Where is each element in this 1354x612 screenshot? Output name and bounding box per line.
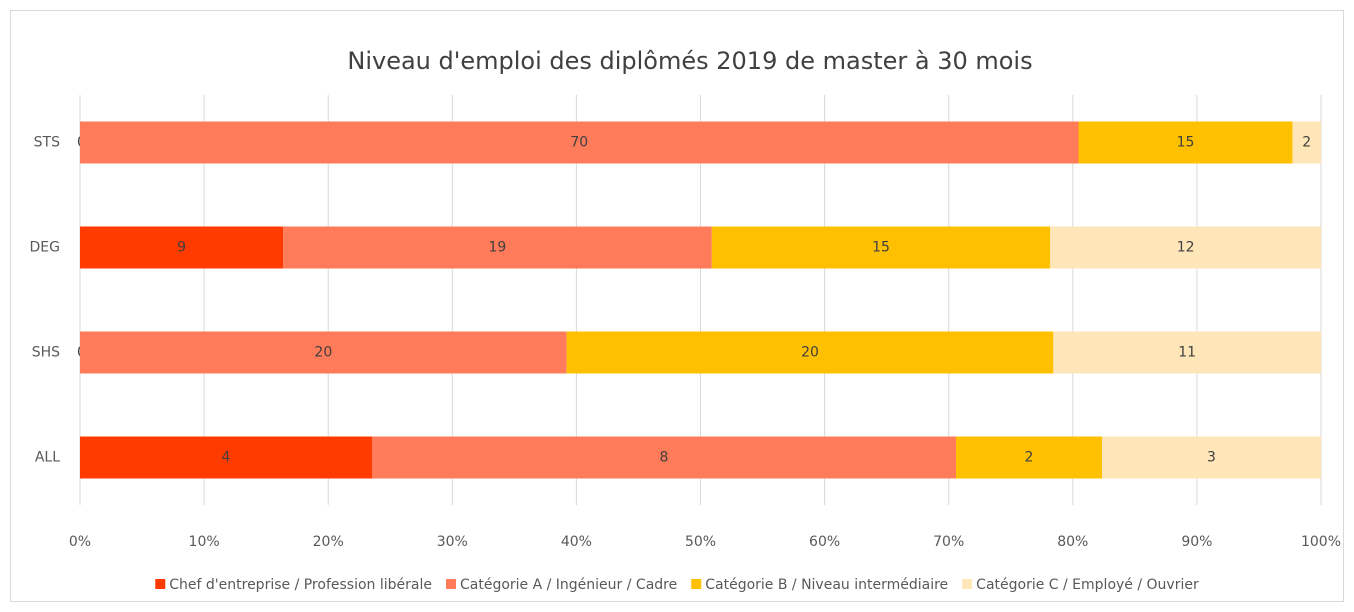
x-tick-label: 0% <box>69 534 91 550</box>
data-label: 12 <box>1177 240 1195 256</box>
legend-swatch <box>155 579 166 589</box>
bar-segment <box>283 226 712 269</box>
bar-segment <box>80 436 372 479</box>
bar-segment <box>1050 226 1321 269</box>
y-tick-label: STS <box>34 135 60 151</box>
chart-title: Niveau d'emploi des diplômés 2019 de mas… <box>347 47 1032 75</box>
data-label: 19 <box>489 240 507 256</box>
x-tick-label: 60% <box>809 534 840 550</box>
data-label: 20 <box>314 345 332 361</box>
y-tick-label: ALL <box>35 450 60 466</box>
data-label: 20 <box>801 345 819 361</box>
legend-label: Catégorie C / Employé / Ouvrier <box>976 577 1199 593</box>
bar-segment <box>1292 121 1321 164</box>
x-tick-label: 80% <box>1057 534 1088 550</box>
data-label: 15 <box>872 240 890 256</box>
x-tick-label: 100% <box>1301 534 1341 550</box>
bar-segment <box>1078 121 1293 164</box>
bar-segment <box>1102 436 1321 479</box>
data-label: 70 <box>570 135 588 151</box>
data-label: 2 <box>1025 450 1034 466</box>
bar-segment <box>372 436 956 479</box>
chart-border <box>10 10 1344 602</box>
legend-swatch <box>691 579 702 589</box>
bar-segment <box>80 121 1079 164</box>
legend-label: Catégorie B / Niveau intermédiaire <box>705 577 948 593</box>
x-tick-label: 20% <box>313 534 344 550</box>
data-label: 11 <box>1178 345 1196 361</box>
bar-segment <box>956 436 1102 479</box>
x-tick-label: 90% <box>1181 534 1212 550</box>
x-tick-label: 70% <box>933 534 964 550</box>
legend-label: Catégorie A / Ingénieur / Cadre <box>460 577 677 593</box>
bar-segment <box>711 226 1051 269</box>
data-label: 9 <box>177 240 186 256</box>
legend-swatch <box>962 579 973 589</box>
data-label: 15 <box>1177 135 1195 151</box>
x-tick-label: 30% <box>437 534 468 550</box>
data-label: 8 <box>660 450 669 466</box>
data-label: 2 <box>1302 135 1311 151</box>
bar-segment <box>566 331 1054 374</box>
bar-segment <box>80 226 284 269</box>
x-tick-label: 40% <box>561 534 592 550</box>
legend-label: Chef d'entreprise / Profession libérale <box>169 577 432 593</box>
y-tick-label: DEG <box>30 240 60 256</box>
data-label: 4 <box>222 450 231 466</box>
x-tick-label: 50% <box>685 534 716 550</box>
bar-segment <box>1053 331 1321 374</box>
data-label: 3 <box>1207 450 1216 466</box>
y-tick-label: SHS <box>32 345 60 361</box>
x-tick-label: 10% <box>189 534 220 550</box>
bar-segment <box>80 331 567 374</box>
legend-swatch <box>445 579 456 589</box>
